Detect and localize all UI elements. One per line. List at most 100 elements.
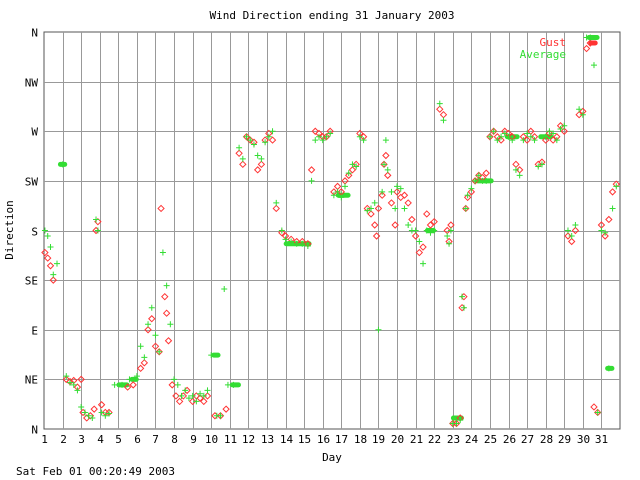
x-tick-label: 12: [242, 433, 255, 446]
gust-point: [430, 217, 438, 226]
x-tick-label: 30: [577, 433, 590, 446]
average-point: [405, 221, 412, 228]
gust-point: [161, 292, 169, 301]
gust-point: [436, 105, 444, 113]
gust-point: [391, 221, 399, 229]
average-point: [453, 420, 460, 427]
gust-point: [140, 359, 149, 367]
average-point: [44, 233, 51, 240]
average-point: [98, 409, 105, 416]
gust-point: [426, 221, 435, 229]
average-point: [288, 238, 295, 245]
average-point: [490, 128, 497, 135]
gust-point: [590, 403, 598, 411]
gust-point: [239, 160, 247, 169]
average-point: [468, 185, 475, 192]
average-point: [557, 126, 564, 133]
x-tick-label: 28: [540, 433, 553, 446]
average-point: [349, 161, 356, 168]
average-point: [265, 133, 272, 140]
average-point: [221, 285, 228, 292]
gust-point: [605, 215, 613, 224]
average-point: [364, 207, 371, 214]
average-point: [598, 227, 605, 234]
gust-point: [586, 39, 594, 47]
average-point: [273, 199, 280, 206]
average-point: [371, 199, 378, 206]
average-point: [440, 117, 447, 124]
average-point: [384, 166, 391, 173]
average-point: [345, 170, 352, 177]
average-point: [137, 343, 144, 350]
y-tick-label: N: [31, 424, 38, 437]
gust-point: [90, 405, 98, 413]
gust-point: [378, 191, 386, 199]
x-tick-label: 21: [410, 433, 423, 446]
gust-point: [608, 188, 617, 196]
average-point: [368, 205, 375, 212]
gust-point: [497, 136, 505, 144]
average-point: [464, 192, 471, 199]
average-point: [47, 244, 54, 251]
average-point: [459, 293, 466, 300]
gust-point: [123, 383, 132, 391]
average-point: [254, 152, 261, 159]
data-cluster: [335, 192, 351, 198]
y-axis-label: Direction: [3, 200, 16, 260]
x-tick-label: 24: [465, 433, 479, 446]
gust-point: [62, 375, 71, 384]
average-point: [381, 161, 388, 168]
average-point: [412, 227, 419, 234]
x-tick-label: 4: [97, 433, 104, 446]
average-point: [85, 412, 92, 419]
gust-point: [203, 392, 212, 400]
average-point: [486, 133, 493, 140]
x-tick-label: 14: [280, 433, 294, 446]
gust-point: [549, 136, 557, 144]
gust-point: [144, 326, 152, 334]
average-point: [141, 354, 148, 361]
data-cluster: [211, 352, 221, 358]
average-point: [447, 227, 454, 234]
average-point: [282, 236, 289, 243]
average-point: [189, 392, 196, 399]
average-point: [315, 133, 322, 140]
average-point: [67, 379, 74, 386]
average-point: [427, 229, 434, 236]
average-point: [379, 188, 386, 195]
gust-point: [77, 375, 85, 384]
gust-point: [371, 221, 379, 229]
gust-point: [168, 381, 176, 389]
gust-point: [157, 204, 165, 213]
average-point: [63, 373, 70, 380]
gust-point: [345, 171, 353, 180]
x-tick-label: 16: [317, 433, 330, 446]
x-tick-label: 19: [372, 433, 385, 446]
chart-title: Wind Direction ending 31 January 2003: [209, 9, 454, 22]
average-point: [197, 390, 204, 397]
average-point: [397, 185, 404, 192]
average-point: [224, 381, 231, 388]
x-tick-label: 17: [335, 433, 348, 446]
x-tick-label: 13: [261, 433, 274, 446]
average-point: [457, 417, 464, 424]
average-point: [262, 139, 269, 146]
x-tick-label: 29: [558, 433, 571, 446]
gust-point: [482, 169, 490, 177]
gust-point: [129, 381, 137, 389]
x-tick-label: 22: [428, 433, 441, 446]
gust-point: [382, 151, 390, 160]
average-point: [512, 166, 519, 173]
gust-point: [367, 210, 375, 218]
gust-point: [467, 188, 476, 196]
y-tick-label: W: [31, 126, 38, 139]
gust-point: [545, 129, 554, 138]
gust-point: [253, 166, 262, 174]
x-tick-label: 10: [205, 433, 218, 446]
average-point: [74, 387, 81, 394]
average-point: [375, 326, 382, 333]
average-point: [568, 233, 575, 240]
x-tick-label: 9: [190, 433, 197, 446]
gust-point: [348, 166, 357, 174]
